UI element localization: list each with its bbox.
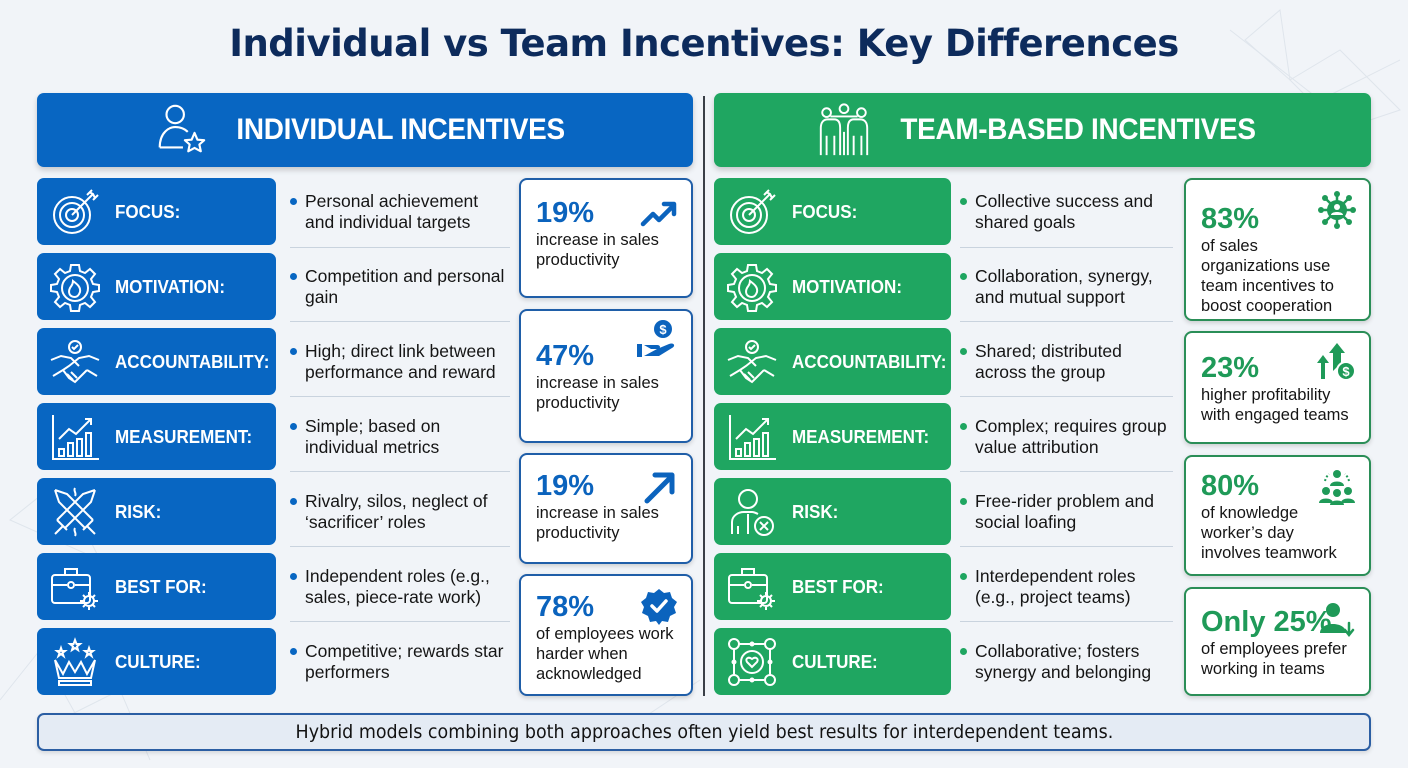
growth-dollar-icon: $ xyxy=(1317,343,1356,381)
bullet-icon xyxy=(290,347,297,355)
individual-motivation-label: MOTIVATION: xyxy=(37,253,276,320)
team-culture-label: CULTURE: xyxy=(714,628,951,695)
team-focus-desc: Collective success and shared goals xyxy=(960,174,1175,249)
row-separator xyxy=(960,396,1173,397)
bullet-icon xyxy=(960,647,967,655)
user-x-icon xyxy=(731,488,774,536)
row-separator xyxy=(960,621,1173,622)
row-separator xyxy=(290,546,510,547)
header-title: INDIVIDUAL INCENTIVES xyxy=(236,113,566,146)
team-stat-card: $ 23% higher profitability with engaged … xyxy=(1184,331,1371,444)
bar-chart-icon xyxy=(52,414,99,460)
individual-measurement-label: MEASUREMENT: xyxy=(37,403,276,470)
team-accountability-desc: Shared; distributed across the group xyxy=(960,324,1175,399)
bullet-icon xyxy=(960,422,967,430)
individual-best-for-label: BEST FOR: xyxy=(37,553,276,620)
bullet-icon xyxy=(960,272,967,280)
row-separator xyxy=(290,396,510,397)
individual-risk-desc: Rivalry, silos, neglect of ‘sacrificer’ … xyxy=(290,474,512,549)
gear-flame-icon xyxy=(50,263,100,312)
page-title: Individual vs Team Incentives: Key Diffe… xyxy=(229,22,1179,65)
bullet-icon xyxy=(290,272,297,280)
user-star-icon xyxy=(159,104,206,153)
team-stat-card: 83% of sales organizations use team ince… xyxy=(1184,178,1371,321)
individual-best-for-desc: Independent roles (e.g., sales, piece-ra… xyxy=(290,549,512,624)
row-separator xyxy=(960,546,1173,547)
row-separator xyxy=(960,471,1173,472)
individual-stat-card: 19% increase in sales productivity xyxy=(519,178,693,298)
individual-focus-label: FOCUS: xyxy=(37,178,276,245)
column-divider xyxy=(703,96,705,696)
team-based-incentives-header: TEAM-BASED INCENTIVES xyxy=(714,93,1371,167)
row-separator xyxy=(960,247,1173,248)
crown-icon xyxy=(54,636,96,686)
bullet-icon xyxy=(290,572,297,580)
target-icon xyxy=(730,188,776,234)
crossed-swords-icon xyxy=(54,486,96,537)
bar-chart-icon xyxy=(729,414,776,460)
row-separator xyxy=(290,321,510,322)
arrow-up-right-icon xyxy=(644,472,675,504)
team-motivation-desc: Collaboration, synergy, and mutual suppo… xyxy=(960,249,1175,324)
team-icon xyxy=(820,103,869,156)
group-icon xyxy=(1319,470,1355,505)
handshake-icon xyxy=(50,339,100,383)
hand-coin-icon: $ xyxy=(637,320,675,357)
gear-flame-icon xyxy=(727,263,777,312)
team-stat-card: 80% of knowledge worker’s day involves t… xyxy=(1184,455,1371,576)
bullet-icon xyxy=(290,647,297,655)
individual-focus-desc: Personal achievement and individual targ… xyxy=(290,174,512,249)
bullet-icon xyxy=(290,497,297,505)
team-motivation-label: MOTIVATION: xyxy=(714,253,951,320)
network-hub-icon xyxy=(1318,191,1356,229)
individual-accountability-desc: High; direct link between performance an… xyxy=(290,324,512,399)
target-icon xyxy=(53,188,99,234)
footer-note: Hybrid models combining both approaches … xyxy=(37,713,1371,751)
trend-up-icon xyxy=(640,201,677,227)
row-separator xyxy=(290,247,510,248)
individual-risk-label: RISK: xyxy=(37,478,276,545)
individual-motivation-desc: Competition and personal gain xyxy=(290,249,512,324)
team-best-for-label: BEST FOR: xyxy=(714,553,951,620)
individual-culture-desc: Competitive; rewards star performers xyxy=(290,624,512,699)
bullet-icon xyxy=(290,197,297,205)
individual-culture-label: CULTURE: xyxy=(37,628,276,695)
row-separator xyxy=(290,471,510,472)
team-measurement-desc: Complex; requires group value attributio… xyxy=(960,399,1175,474)
individual-incentives-header: INDIVIDUAL INCENTIVES xyxy=(37,93,693,167)
team-best-for-desc: Interdependent roles (e.g., project team… xyxy=(960,549,1175,624)
svg-text:$: $ xyxy=(1342,364,1350,379)
row-separator xyxy=(290,621,510,622)
individual-accountability-label: ACCOUNTABILITY: xyxy=(37,328,276,395)
individual-stat-card: 78% of employees work harder when acknow… xyxy=(519,574,693,696)
individual-stat-card: $ 47% increase in sales productivity xyxy=(519,309,693,443)
team-stat-card: Only 25% of employees prefer working in … xyxy=(1184,587,1371,696)
team-accountability-label: ACCOUNTABILITY: xyxy=(714,328,951,395)
briefcase-gear-icon xyxy=(51,567,98,610)
bullet-icon xyxy=(290,422,297,430)
network-heart-icon xyxy=(728,637,776,686)
row-separator xyxy=(960,321,1173,322)
bullet-icon xyxy=(960,347,967,355)
svg-text:$: $ xyxy=(659,322,667,337)
bullet-icon xyxy=(960,497,967,505)
bullet-icon xyxy=(960,572,967,580)
team-risk-desc: Free-rider problem and social loafing xyxy=(960,474,1175,549)
team-risk-label: RISK: xyxy=(714,478,951,545)
user-down-icon xyxy=(1320,603,1355,638)
individual-stat-card: 19% increase in sales productivity xyxy=(519,453,693,564)
team-measurement-label: MEASUREMENT: xyxy=(714,403,951,470)
bullet-icon xyxy=(960,197,967,205)
header-title: TEAM-BASED INCENTIVES xyxy=(900,113,1257,146)
individual-measurement-desc: Simple; based on individual metrics xyxy=(290,399,512,474)
team-culture-desc: Collaborative; fosters synergy and belon… xyxy=(960,624,1175,699)
team-focus-label: FOCUS: xyxy=(714,178,951,245)
verified-badge-icon xyxy=(641,589,677,625)
briefcase-gear-icon xyxy=(728,567,775,610)
handshake-icon xyxy=(727,339,777,383)
